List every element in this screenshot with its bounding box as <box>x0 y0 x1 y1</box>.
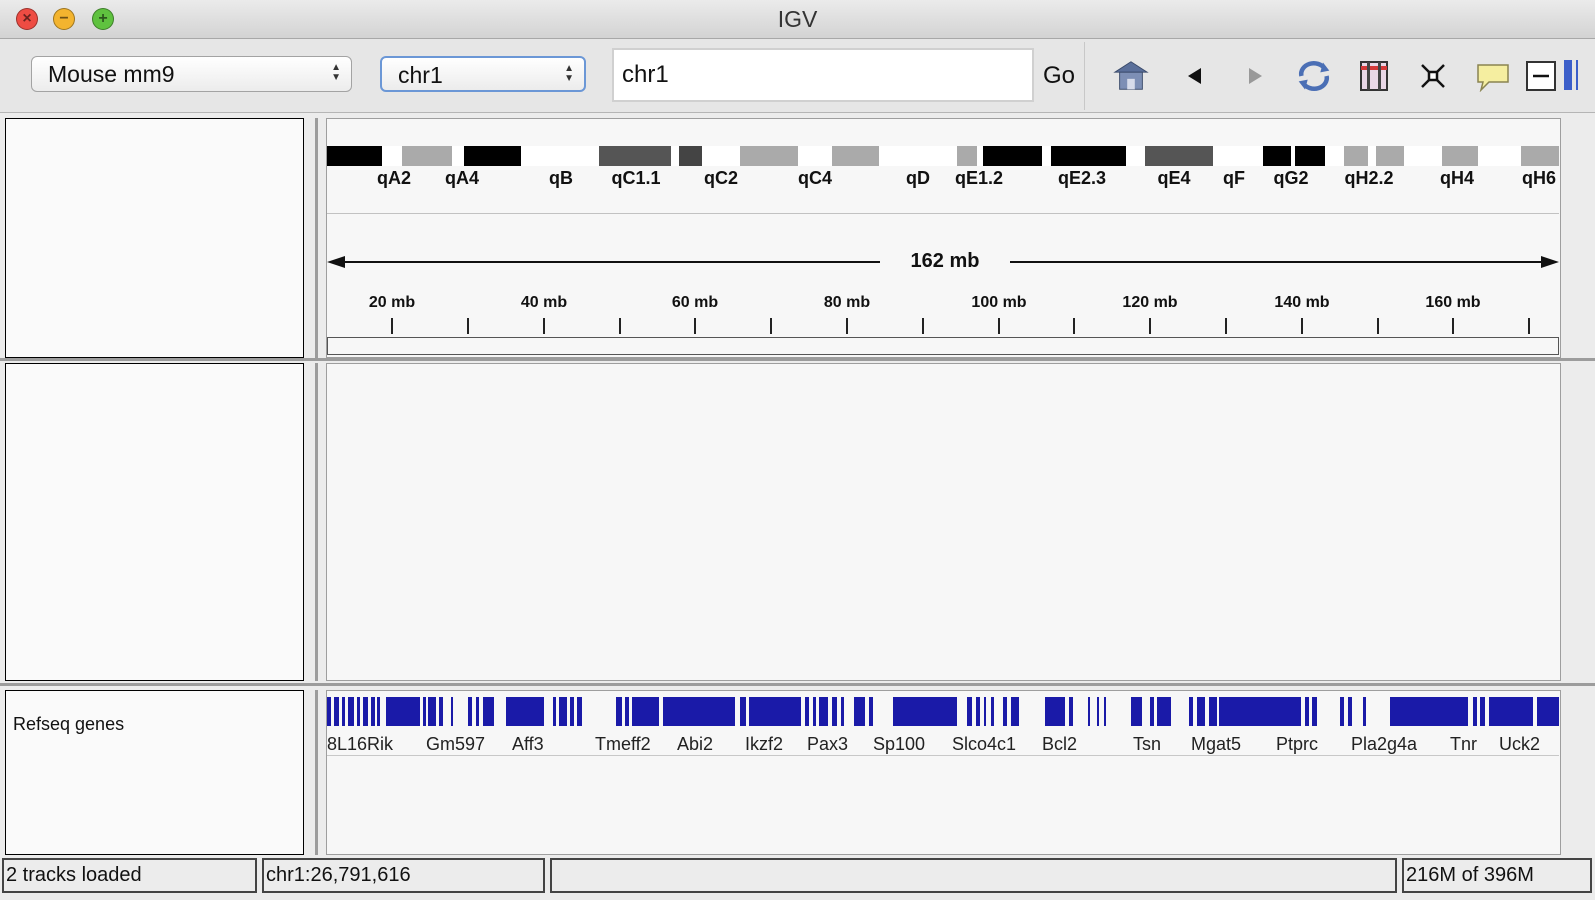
status-message: 2 tracks loaded <box>2 858 257 893</box>
ruler-tick <box>694 318 696 334</box>
ruler-tick-label: 160 mb <box>1425 294 1481 311</box>
zoom-icon[interactable]: + <box>92 8 114 30</box>
refresh-icon[interactable] <box>1296 58 1332 94</box>
refseq-gene-track[interactable] <box>327 697 1559 726</box>
zoom-out-icon[interactable] <box>1523 58 1559 94</box>
ruler-tick-label: 20 mb <box>368 294 416 311</box>
band-label: qE1.2 <box>954 168 1004 188</box>
go-button[interactable]: Go <box>1043 62 1076 89</box>
band-label: qG2 <box>1273 168 1309 188</box>
ruler-tick-label: 60 mb <box>671 294 719 311</box>
status-position: chr1:26,791,616 <box>262 858 545 893</box>
ruler-tick <box>1377 318 1379 334</box>
ruler-tick <box>467 318 469 334</box>
data-name-panel <box>5 363 304 681</box>
band-label: qB <box>549 168 573 188</box>
genome-dropdown[interactable]: Mouse mm9 ▲ ▼ <box>31 56 352 92</box>
band-label: qF <box>1223 168 1245 188</box>
locus-search-input[interactable] <box>612 48 1034 102</box>
ruler-tick <box>1528 318 1530 334</box>
gene-label: 8L16Rik <box>327 734 394 754</box>
forward-arrow-icon[interactable] <box>1237 58 1273 94</box>
gene-label: Sp100 <box>873 734 926 754</box>
gene-label: Tsn <box>1133 734 1162 754</box>
ruler-tick <box>391 318 393 334</box>
ruler-tick <box>998 318 1000 334</box>
ruler-tick <box>846 318 848 334</box>
gene-label: Mgat5 <box>1191 734 1242 754</box>
ruler-tick-label: 140 mb <box>1274 294 1330 311</box>
ruler-tick-label: 40 mb <box>520 294 568 311</box>
gene-label: Tmeff2 <box>595 734 651 754</box>
ruler-tick <box>619 318 621 334</box>
ruler-tick <box>922 318 924 334</box>
ruler-tick <box>1225 318 1227 334</box>
ruler-tick-label: 100 mb <box>971 294 1027 311</box>
updown-arrows-icon: ▲ ▼ <box>331 62 341 83</box>
band-label: qE4 <box>1157 168 1191 188</box>
band-label: qA2 <box>376 168 412 188</box>
gene-label: Aff3 <box>512 734 544 754</box>
region-of-interest-icon[interactable] <box>1356 58 1392 94</box>
band-label: qC1.1 <box>611 168 661 188</box>
panel-split-divider[interactable] <box>0 358 1595 361</box>
ruler-tick <box>770 318 772 334</box>
ruler-tick <box>1149 318 1151 334</box>
zoom-slider-tick <box>1576 60 1578 90</box>
feature-row-separator <box>327 755 1559 756</box>
title-bar <box>0 0 1595 39</box>
band-label: qA4 <box>444 168 480 188</box>
data-track-panel[interactable] <box>326 363 1561 681</box>
chromosome-dropdown[interactable]: chr1 ▲ ▼ <box>380 56 586 92</box>
gene-label: Pla2g4a <box>1351 734 1418 754</box>
popup-info-icon[interactable] <box>1475 58 1511 94</box>
gene-label: Ptprc <box>1276 734 1319 754</box>
gene-label: Slco4c1 <box>952 734 1017 754</box>
ruler-tick <box>543 318 545 334</box>
gene-label: Uck2 <box>1499 734 1541 754</box>
panel-divider-bar <box>315 690 318 855</box>
status-memory[interactable]: 216M of 396M <box>1402 858 1592 893</box>
band-label: qE2.3 <box>1057 168 1107 188</box>
band-label: qD <box>906 168 930 188</box>
chromosome-ideogram[interactable] <box>327 146 1559 166</box>
panel-divider-bar <box>315 118 318 358</box>
gene-label: Ikzf2 <box>745 734 784 754</box>
ruler-tick <box>1301 318 1303 334</box>
ruler-tick <box>1073 318 1075 334</box>
gene-label: Abi2 <box>677 734 714 754</box>
panel-split-divider[interactable] <box>0 683 1595 686</box>
ruler-scroll-region[interactable] <box>327 337 1559 355</box>
track-name-refseq-genes[interactable]: Refseq genes <box>13 714 125 734</box>
ruler-tick <box>1452 318 1454 334</box>
zoom-slider-icon[interactable] <box>1564 60 1572 90</box>
band-label: qC4 <box>797 168 833 188</box>
band-label: qC2 <box>703 168 739 188</box>
back-arrow-icon[interactable] <box>1177 58 1213 94</box>
gene-label: Gm597 <box>426 734 486 754</box>
minimize-icon[interactable]: − <box>53 8 75 30</box>
panel-divider-bar <box>315 363 318 681</box>
fit-to-window-icon[interactable] <box>1415 58 1451 94</box>
gene-label: Bcl2 <box>1042 734 1078 754</box>
home-icon[interactable] <box>1113 58 1149 94</box>
updown-arrows-icon: ▲ ▼ <box>564 63 574 84</box>
span-label: 162 mb <box>880 250 1010 273</box>
toolbar-separator <box>1084 42 1085 110</box>
header-name-panel <box>5 118 304 358</box>
chromosome-dropdown-value: chr1 <box>398 62 443 88</box>
gene-label: Tnr <box>1450 734 1477 754</box>
feature-name-panel <box>5 690 304 855</box>
window-title: IGV <box>777 6 818 32</box>
genome-dropdown-value: Mouse mm9 <box>48 61 175 87</box>
band-label: qH4 <box>1439 168 1475 188</box>
ideogram-separator <box>327 213 1559 214</box>
band-label: qH6 <box>1521 168 1557 188</box>
band-label: qH2.2 <box>1344 168 1394 188</box>
close-icon[interactable]: × <box>16 8 38 30</box>
gene-label: Pax3 <box>807 734 849 754</box>
ruler-tick-label: 120 mb <box>1122 294 1178 311</box>
ruler-tick-label: 80 mb <box>823 294 871 311</box>
status-middle <box>550 858 1397 893</box>
